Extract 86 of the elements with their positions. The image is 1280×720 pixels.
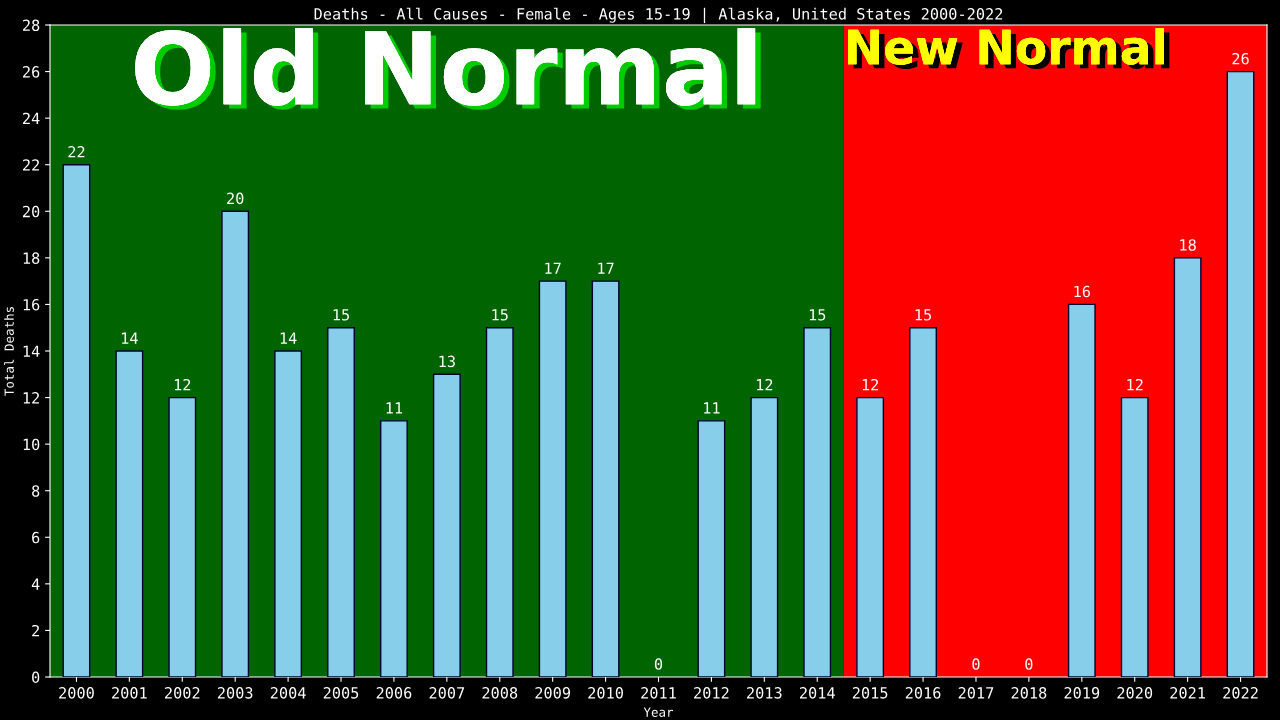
chart-title: Deaths - All Causes - Female - Ages 15-19 | Alaska, United States 2000-2022 <box>314 7 1003 24</box>
data-label: 0 <box>972 658 980 670</box>
y-tick-label: 12 <box>23 392 39 404</box>
x-tick-label: 2013 <box>747 687 782 699</box>
bar <box>115 350 144 677</box>
bar <box>432 373 461 677</box>
data-label: 20 <box>227 192 244 205</box>
x-tick-label: 2001 <box>112 687 147 699</box>
x-tick-label: 2005 <box>323 687 359 699</box>
data-label: 0 <box>1025 658 1033 670</box>
y-tick-label: 14 <box>23 345 40 357</box>
x-tick-label: 2016 <box>905 687 941 699</box>
x-tick-label: 2014 <box>799 687 835 699</box>
bar <box>697 420 726 677</box>
data-label: 12 <box>862 378 879 391</box>
data-label: 14 <box>122 332 138 344</box>
data-label: 12 <box>1127 378 1143 391</box>
data-label: 17 <box>598 262 614 274</box>
y-tick-label: 2 <box>32 624 39 637</box>
bar <box>1173 257 1202 677</box>
x-tick-label: 2022 <box>1223 687 1258 699</box>
data-label: 0 <box>654 658 663 670</box>
x-tick-label: 2015 <box>852 687 888 699</box>
x-axis-title: Year <box>643 707 674 717</box>
data-label: 22 <box>68 146 85 158</box>
x-tick-label: 2008 <box>482 687 518 699</box>
data-label: 17 <box>545 262 561 274</box>
y-tick-label: 6 <box>32 531 40 544</box>
y-tick-label: 16 <box>23 298 40 311</box>
y-tick-label: 26 <box>23 66 40 78</box>
bar <box>380 420 408 677</box>
y-tick-label: 4 <box>31 578 40 590</box>
bar <box>1226 70 1255 677</box>
bar <box>1120 396 1149 677</box>
x-tick-label: 2003 <box>217 687 253 699</box>
data-label: 14 <box>280 332 297 344</box>
x-tick-label: 2002 <box>165 687 200 699</box>
bar <box>62 164 91 677</box>
band-label: Old Normal <box>135 28 761 110</box>
data-label: 15 <box>492 309 508 321</box>
x-tick-label: 2010 <box>588 687 623 699</box>
y-tick-label: 10 <box>23 438 40 451</box>
bar <box>221 210 250 677</box>
bar <box>168 396 197 677</box>
bar <box>803 327 832 677</box>
data-label: 15 <box>809 309 826 321</box>
x-tick-label: 2019 <box>1064 687 1100 699</box>
data-label: 15 <box>915 309 932 321</box>
y-tick-label: 18 <box>23 252 40 264</box>
data-label: 11 <box>386 402 403 414</box>
y-tick-label: 22 <box>23 159 39 171</box>
bar <box>591 280 620 677</box>
bar <box>1067 303 1096 677</box>
x-tick-label: 2017 <box>958 687 994 699</box>
y-axis-title: Total Deaths <box>4 307 14 396</box>
y-tick-label: 0 <box>32 671 40 684</box>
data-label: 18 <box>1180 239 1196 251</box>
data-label: 15 <box>333 309 349 321</box>
band-label: New Normal <box>848 28 1170 69</box>
x-tick-label: 2020 <box>1117 687 1153 699</box>
x-tick-label: 2004 <box>270 687 306 699</box>
bar <box>485 327 514 677</box>
bar <box>538 280 567 677</box>
bar <box>909 327 937 677</box>
x-tick-label: 2011 <box>641 687 676 699</box>
data-label: 11 <box>704 402 720 414</box>
y-tick-label: 20 <box>23 205 40 218</box>
data-label: 12 <box>756 378 773 391</box>
x-tick-label: 2007 <box>429 687 465 699</box>
x-tick-label: 2012 <box>694 687 729 699</box>
y-tick-label: 24 <box>23 112 40 124</box>
data-label: 13 <box>439 355 455 368</box>
x-tick-label: 2006 <box>376 687 412 699</box>
x-tick-label: 2000 <box>59 687 94 699</box>
y-tick-label: 28 <box>23 19 40 32</box>
bar <box>327 327 355 677</box>
x-tick-label: 2021 <box>1170 687 1205 699</box>
y-tick-label: 8 <box>32 485 40 497</box>
x-tick-label: 2018 <box>1011 687 1047 699</box>
data-label: 26 <box>1232 52 1249 65</box>
x-tick-label: 2009 <box>535 687 571 699</box>
bar <box>750 396 779 677</box>
data-label: 16 <box>1074 285 1091 298</box>
bar <box>856 396 885 677</box>
data-label: 12 <box>174 378 191 391</box>
bar <box>274 350 303 677</box>
